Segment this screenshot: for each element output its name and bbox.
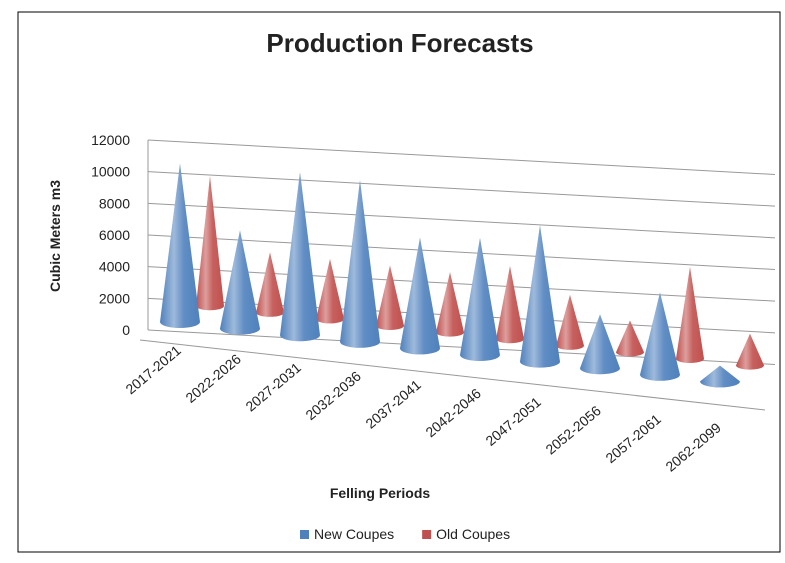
- cone-shine: [676, 266, 704, 363]
- legend-swatch: [422, 530, 432, 539]
- grid-line: [147, 234, 776, 270]
- grid-line: [147, 171, 776, 207]
- legend-label: Old Coupes: [436, 526, 510, 542]
- cone-shine: [736, 333, 764, 370]
- cone-shine: [400, 237, 440, 355]
- cone-shine: [556, 294, 584, 350]
- chart-title: Production Forecasts: [266, 28, 533, 58]
- cone-shine: [496, 266, 524, 344]
- cone-shine: [520, 225, 560, 368]
- cone-shine: [640, 292, 680, 381]
- grid-line: [147, 139, 776, 175]
- x-axis-title: Felling Periods: [330, 485, 431, 501]
- y-tick-label: 4000: [99, 259, 130, 275]
- legend-swatch: [300, 530, 309, 539]
- cone-shine: [376, 265, 404, 330]
- y-tick-label: 12000: [91, 132, 130, 148]
- cone-shine: [160, 163, 200, 328]
- cone-shine: [700, 365, 740, 388]
- cone-shine: [340, 180, 380, 348]
- grid-line: [147, 202, 776, 239]
- cone-shine: [220, 230, 260, 335]
- cone-shine: [256, 252, 284, 317]
- chart-border: [17, 11, 781, 553]
- cone-shine: [460, 237, 500, 361]
- y-tick-label: 10000: [91, 164, 130, 180]
- cone-shine: [580, 314, 620, 375]
- cone-shine: [316, 259, 344, 324]
- floor-edge: [139, 339, 766, 411]
- y-tick-label: 6000: [99, 227, 130, 243]
- cone-shine: [616, 320, 644, 357]
- legend-label: New Coupes: [314, 526, 394, 542]
- y-axis-title: Cubic Meters m3: [47, 180, 63, 292]
- cone-shine: [280, 172, 320, 342]
- cone-shine: [196, 176, 224, 311]
- cone-shine: [436, 272, 464, 337]
- y-tick-label: 8000: [99, 195, 130, 211]
- grid-line: [147, 266, 776, 302]
- y-tick-label: 0: [122, 322, 130, 338]
- y-tick-label: 2000: [99, 290, 130, 306]
